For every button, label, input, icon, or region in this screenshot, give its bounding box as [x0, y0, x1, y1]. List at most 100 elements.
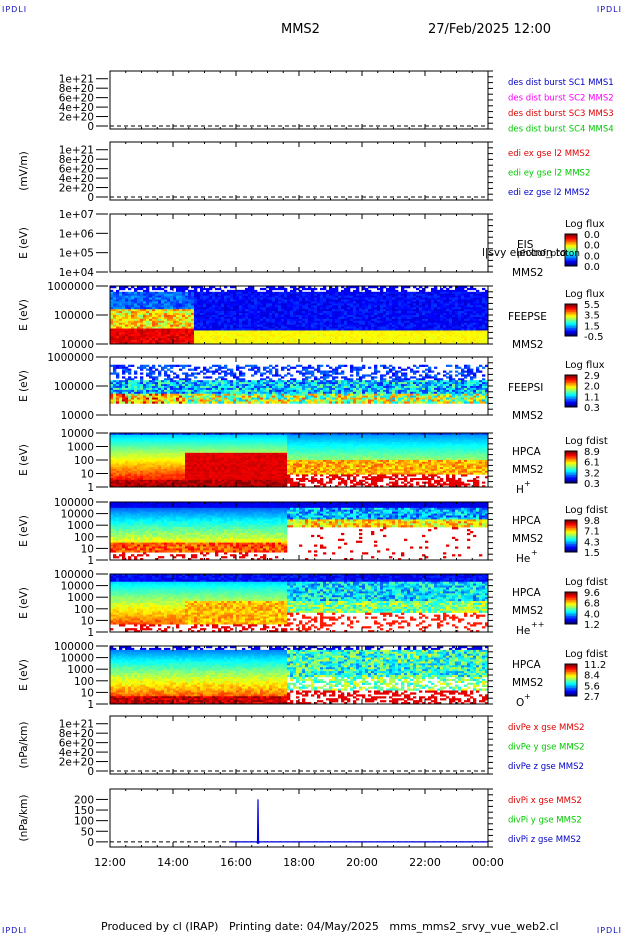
spectrogram-cell [233, 327, 236, 329]
spectrogram-cell [122, 380, 125, 382]
spectrogram-cell [275, 323, 278, 325]
spectrogram-cell [140, 401, 143, 403]
spectrogram-cell [281, 336, 284, 338]
spectrogram-cell [173, 321, 176, 323]
spectrogram-cell [227, 382, 230, 384]
spectrogram-cell [212, 386, 215, 388]
spectrogram-cell [347, 338, 350, 340]
spectrogram-cell [284, 386, 287, 388]
spectrogram-cell [467, 340, 470, 342]
spectrogram-cell [149, 307, 152, 309]
spectrogram-cell [158, 313, 161, 315]
spectrogram-cell [161, 305, 164, 307]
spectrogram-cell [341, 334, 344, 336]
spectrogram-cell [200, 392, 203, 394]
spectrogram-cell [212, 298, 215, 300]
spectrogram-cell [185, 325, 188, 327]
spectrogram-cell [293, 386, 296, 388]
spectrogram-cell [167, 311, 170, 313]
spectrogram-cell [362, 323, 365, 325]
spectrogram-cell [194, 323, 197, 325]
spectrogram-cell [269, 300, 272, 302]
spectrogram-cell [146, 334, 149, 336]
spectrogram-cell [188, 298, 191, 300]
spectrogram-cell [314, 307, 317, 309]
spectrogram-cell [353, 334, 356, 336]
spectrogram-cell [455, 317, 458, 319]
spectrogram-cell [164, 296, 167, 298]
spectrogram-cell [293, 332, 296, 334]
spectrogram-cell [305, 311, 308, 313]
spectrogram-cell [251, 392, 254, 394]
spectrogram-cell [446, 311, 449, 313]
spectrogram-cell [191, 307, 194, 309]
spectrogram-cell [269, 369, 272, 371]
spectrogram-cell [464, 307, 467, 309]
spectrogram-cell [206, 382, 209, 384]
spectrogram-cell [347, 292, 350, 294]
spectrogram-cell [401, 311, 404, 313]
spectrogram-cell [314, 329, 317, 331]
spectrogram-cell [443, 301, 446, 303]
spectrogram-cell [287, 394, 290, 396]
spectrogram-cell [407, 300, 410, 302]
spectrogram-cell [449, 338, 452, 340]
spectrogram-cell [179, 292, 182, 294]
spectrogram-cell [188, 396, 191, 398]
spectrogram-cell [221, 319, 224, 321]
spectrogram-cell [293, 338, 296, 340]
spectrogram-cell [380, 296, 383, 298]
spectrogram-cell [284, 388, 287, 390]
spectrogram-cell [254, 338, 257, 340]
spectrogram-cell [323, 332, 326, 334]
spectrogram-cell [236, 334, 239, 336]
spectrogram-cell [335, 336, 338, 338]
spectrogram-cell [347, 336, 350, 338]
spectrogram-cell [254, 298, 257, 300]
spectrogram-cell [233, 296, 236, 298]
spectrogram-cell [476, 307, 479, 309]
spectrogram-cell [233, 398, 236, 400]
spectrogram-cell [239, 290, 242, 292]
spectrogram-cell [401, 296, 404, 298]
spectrogram-cell [152, 336, 155, 338]
spectrogram-cell [224, 317, 227, 319]
spectrogram-cell [293, 290, 296, 292]
spectrogram-cell [455, 334, 458, 336]
spectrogram-cell [245, 330, 248, 332]
spectrogram-cell [146, 301, 149, 303]
spectrogram-cell [194, 392, 197, 394]
spectrogram-cell [275, 303, 278, 305]
spectrogram-cell [305, 298, 308, 300]
spectrogram-cell [311, 325, 314, 327]
spectrogram-cell [341, 292, 344, 294]
spectrogram-cell [254, 327, 257, 329]
spectrogram-cell [368, 321, 371, 323]
spectrogram-cell [446, 290, 449, 292]
spectrogram-cell [134, 298, 137, 300]
spectrogram-cell [197, 292, 200, 294]
spectrogram-cell [482, 296, 485, 298]
spectrogram-cell [305, 367, 308, 369]
spectrogram-cell [350, 338, 353, 340]
spectrogram-cell [116, 319, 119, 321]
spectrogram-cell [290, 315, 293, 317]
spectrogram-cell [362, 311, 365, 313]
spectrogram-cell [248, 303, 251, 305]
spectrogram-cell [422, 319, 425, 321]
spectrogram-cell [407, 301, 410, 303]
spectrogram-cell [398, 317, 401, 319]
spectrogram-cell [239, 367, 242, 369]
spectrogram-cell [122, 323, 125, 325]
spectrogram-cell [347, 290, 350, 292]
spectrogram-cell [215, 365, 218, 367]
spectrogram-cell [218, 296, 221, 298]
spectrogram-cell [248, 307, 251, 309]
spectrogram-cell [140, 311, 143, 313]
spectrogram-cell [347, 288, 350, 290]
spectrogram-cell [290, 329, 293, 331]
spectrogram-cell [119, 382, 122, 384]
spectrogram-cell [164, 327, 167, 329]
spectrogram-cell [401, 305, 404, 307]
spectrogram-cell [371, 292, 374, 294]
